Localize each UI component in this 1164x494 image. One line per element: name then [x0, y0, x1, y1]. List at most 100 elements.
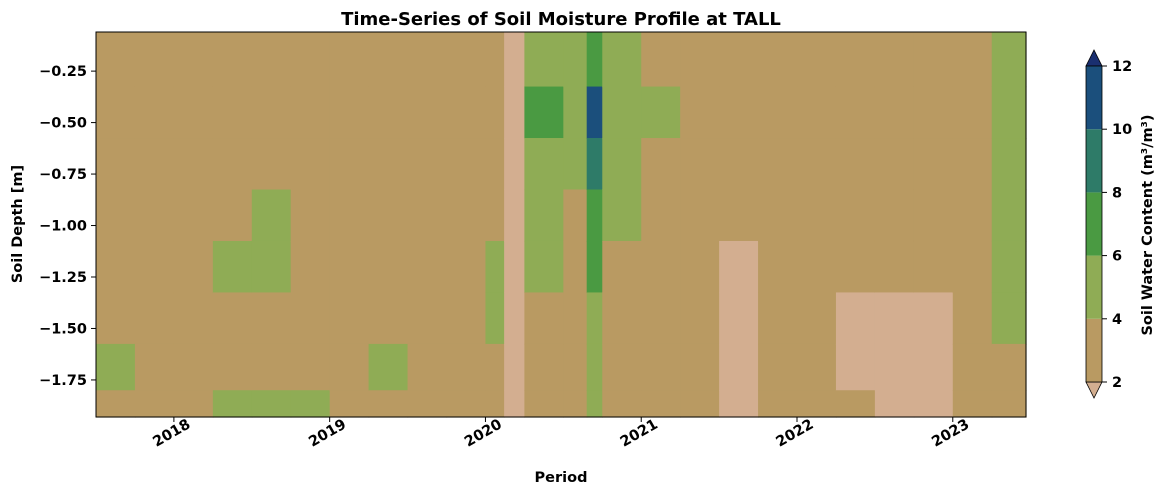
colorbar-tick-label: 8 [1112, 185, 1122, 201]
plot-area [95, 31, 1027, 418]
heatmap-cell [407, 292, 448, 345]
heatmap-cell [290, 189, 331, 242]
colorbar-tick-label: 10 [1112, 122, 1132, 138]
x-tick-label: 2019 [306, 417, 349, 451]
heatmap-cell [368, 390, 409, 418]
heatmap-cell [991, 86, 1027, 139]
heatmap-cell [212, 390, 253, 418]
heatmap-cell [485, 189, 505, 242]
heatmap-cell [758, 292, 798, 345]
colorbar-segment [1086, 318, 1102, 382]
heatmap-cell [991, 32, 1027, 88]
heatmap-cell [251, 189, 292, 242]
heatmap-cell [797, 189, 837, 242]
heatmap-cell [173, 138, 214, 191]
heatmap-cell [991, 343, 1027, 391]
heatmap-cell [913, 189, 954, 242]
heatmap-cell [524, 86, 564, 139]
y-tick-label: −1.75 [39, 373, 87, 389]
heatmap-cell [290, 86, 331, 139]
heatmap-cell [329, 343, 370, 391]
x-tick-label: 2021 [618, 417, 661, 451]
heatmap-cell [913, 240, 954, 294]
heatmap-cell [173, 189, 214, 242]
heatmap-cell [797, 343, 837, 391]
heatmap-cell [251, 240, 292, 294]
heatmap-cell [758, 343, 798, 391]
heatmap-cell [874, 32, 915, 88]
heatmap-cell [446, 343, 487, 391]
colorbar-tick-label: 4 [1112, 312, 1122, 328]
heatmap-cell [251, 343, 292, 391]
heatmap-cell [407, 343, 448, 391]
heatmap-cell [96, 292, 136, 345]
heatmap-cell [96, 86, 136, 139]
heatmap-cell [797, 138, 837, 191]
heatmap-cell [504, 240, 525, 294]
heatmap-cell [952, 138, 993, 191]
heatmap-cell [758, 138, 798, 191]
heatmap-cell [485, 86, 505, 139]
heatmap-cell [485, 343, 505, 391]
heatmap-cell [835, 390, 876, 418]
heatmap-cell [368, 292, 409, 345]
heatmap-cell [407, 390, 448, 418]
heatmap-cell [952, 390, 993, 418]
colorbar-segment [1086, 255, 1102, 319]
colorbar-tick-label: 12 [1112, 59, 1132, 75]
heatmap-cell [329, 189, 370, 242]
heatmap-cell [134, 390, 175, 418]
colorbar-label: Soil Water Content (m³/m³) [1140, 114, 1156, 335]
heatmap-cell [290, 138, 331, 191]
heatmap-cell [504, 390, 525, 418]
heatmap-cell [913, 343, 954, 391]
y-tick-label: −1.50 [39, 321, 87, 337]
heatmap-cell [835, 240, 876, 294]
heatmap-cell [173, 390, 214, 418]
heatmap-cell [991, 292, 1027, 345]
heatmap-cell [952, 189, 993, 242]
heatmap-cell [407, 32, 448, 88]
heatmap-cell [758, 32, 798, 88]
heatmap-cell [719, 138, 759, 191]
heatmap-cell [719, 32, 759, 88]
heatmap-cell [485, 138, 505, 191]
heatmap-cell [96, 189, 136, 242]
heatmap-cell [407, 240, 448, 294]
heatmap-cell [251, 86, 292, 139]
heatmap-cell [524, 32, 564, 88]
heatmap-cell [952, 86, 993, 139]
heatmap-cell [446, 292, 487, 345]
heatmap-cell [329, 292, 370, 345]
heatmap-cell [173, 32, 214, 88]
heatmap-cell [586, 138, 603, 191]
heatmap-cell [680, 390, 720, 418]
heatmap-cell [586, 240, 603, 294]
chart-title: Time-Series of Soil Moisture Profile at … [341, 9, 781, 30]
heatmap-cell [173, 292, 214, 345]
heatmap-cell [485, 292, 505, 345]
heatmap-cell [952, 343, 993, 391]
heatmap-cell [212, 292, 253, 345]
heatmap-cell [212, 240, 253, 294]
heatmap-cell [134, 86, 175, 139]
heatmap-cell [835, 343, 876, 391]
heatmap-cell [913, 86, 954, 139]
heatmap-cell [173, 240, 214, 294]
heatmap-cell [446, 240, 487, 294]
heatmap-cells [96, 32, 1027, 418]
heatmap-cell [719, 86, 759, 139]
heatmap-cell [251, 292, 292, 345]
heatmap-cell [602, 138, 642, 191]
heatmap-cell [991, 189, 1027, 242]
heatmap-cell [680, 240, 720, 294]
heatmap-cell [641, 138, 681, 191]
x-tick-label: 2023 [929, 417, 972, 451]
heatmap-cell [641, 240, 681, 294]
colorbar-tick-label: 2 [1112, 375, 1122, 391]
heatmap-cell [485, 240, 505, 294]
heatmap-cell [952, 32, 993, 88]
heatmap-cell [329, 240, 370, 294]
heatmap-cell [586, 86, 603, 139]
heatmap-cell [563, 138, 588, 191]
